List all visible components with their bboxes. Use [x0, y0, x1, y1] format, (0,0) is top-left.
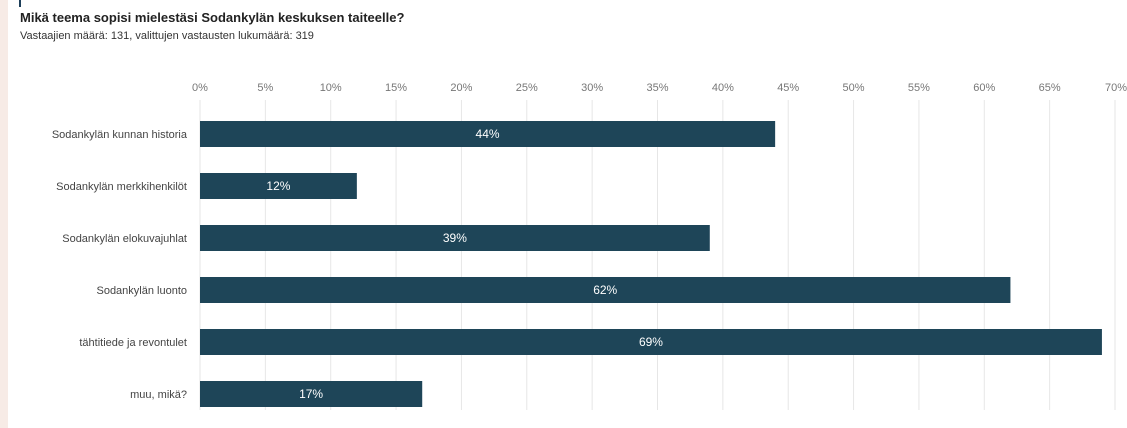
x-tick-label: 45%: [777, 82, 799, 94]
x-tick-label: 0%: [192, 82, 208, 94]
category-label: tähtitiede ja revontulet: [79, 337, 187, 349]
bar: [200, 121, 776, 147]
x-tick-label: 70%: [1105, 82, 1127, 94]
category-label: Sodankylän merkkihenkilöt: [56, 181, 187, 193]
chart-title: Mikä teema sopisi mielestäsi Sodankylän …: [20, 10, 405, 25]
x-tick-label: 40%: [712, 82, 734, 94]
x-tick-label: 20%: [450, 82, 472, 94]
bar-value-label: 39%: [443, 231, 467, 245]
bar-value-label: 17%: [299, 387, 323, 401]
x-tick-label: 50%: [843, 82, 865, 94]
bar-value-label: 69%: [639, 335, 663, 349]
bar: [200, 329, 1102, 355]
x-tick-label: 60%: [973, 82, 995, 94]
x-tick-label: 5%: [257, 82, 273, 94]
chart-subtitle: Vastaajien määrä: 131, valittujen vastau…: [20, 30, 314, 42]
x-tick-label: 65%: [1039, 82, 1061, 94]
x-tick-label: 25%: [516, 82, 538, 94]
bar-value-label: 62%: [593, 283, 617, 297]
text-cursor: [19, 0, 21, 7]
x-tick-label: 35%: [646, 82, 668, 94]
chart-panel: [8, 0, 1127, 428]
category-label: Sodankylän elokuvajuhlat: [62, 233, 187, 245]
category-label: Sodankylän luonto: [96, 285, 187, 297]
bar: [200, 277, 1011, 303]
bar: [200, 225, 710, 251]
category-label: Sodankylän kunnan historia: [52, 129, 188, 141]
x-tick-label: 15%: [385, 82, 407, 94]
bar: [200, 381, 423, 407]
x-tick-label: 10%: [320, 82, 342, 94]
bar-value-label: 12%: [266, 179, 290, 193]
bar: [200, 173, 357, 199]
x-tick-label: 30%: [581, 82, 603, 94]
category-label: muu, mikä?: [130, 389, 187, 401]
bar-value-label: 44%: [476, 127, 500, 141]
x-tick-label: 55%: [908, 82, 930, 94]
